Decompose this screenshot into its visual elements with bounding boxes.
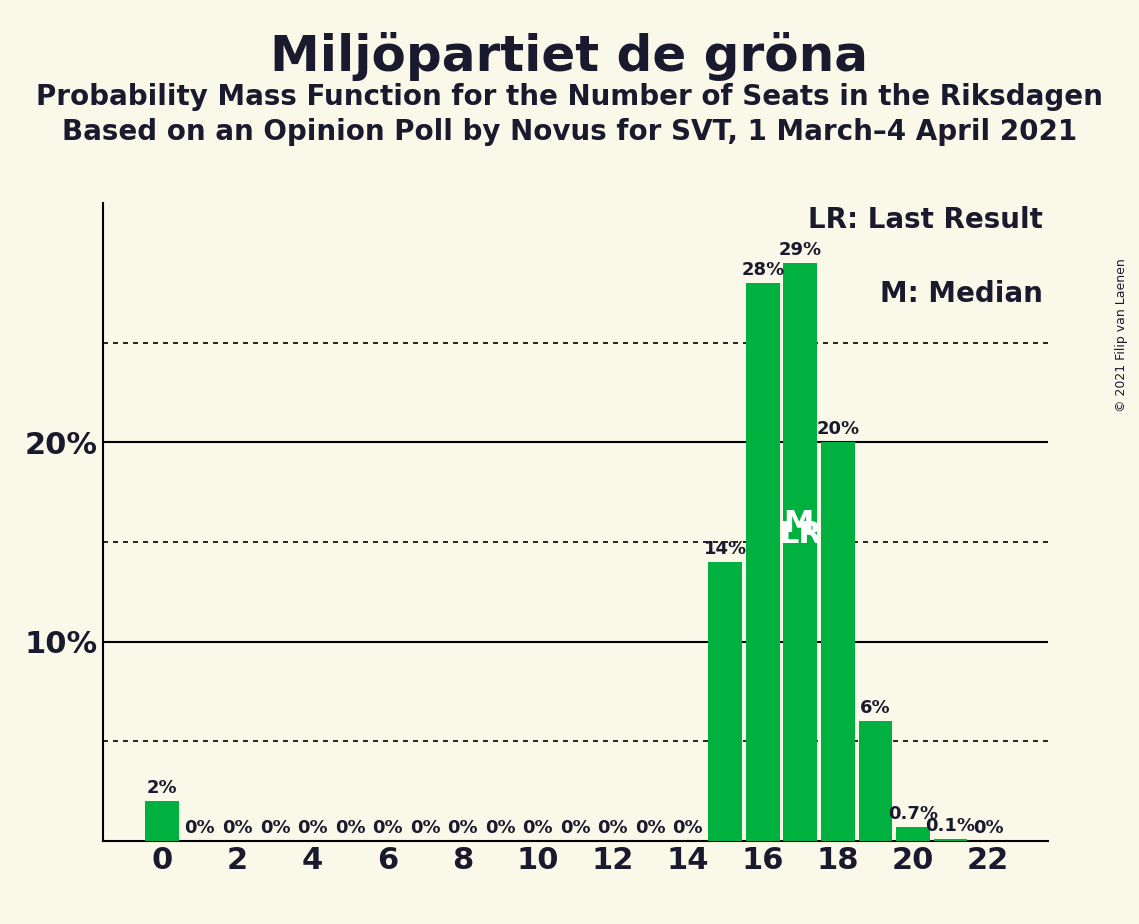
Text: 2%: 2% bbox=[147, 779, 178, 797]
Text: 0%: 0% bbox=[297, 819, 328, 837]
Bar bbox=[146, 801, 179, 841]
Bar bbox=[821, 443, 854, 841]
Text: 0%: 0% bbox=[372, 819, 403, 837]
Text: 0%: 0% bbox=[335, 819, 366, 837]
Text: © 2021 Filip van Laenen: © 2021 Filip van Laenen bbox=[1115, 259, 1129, 412]
Text: 0%: 0% bbox=[634, 819, 665, 837]
Text: 20%: 20% bbox=[817, 420, 860, 438]
Text: 29%: 29% bbox=[779, 241, 822, 259]
Text: M: M bbox=[784, 508, 814, 538]
Bar bbox=[934, 839, 967, 841]
Text: 0.7%: 0.7% bbox=[888, 805, 937, 823]
Text: 14%: 14% bbox=[704, 540, 747, 558]
Text: 0%: 0% bbox=[672, 819, 703, 837]
Text: LR: LR bbox=[780, 519, 822, 549]
Text: 0%: 0% bbox=[523, 819, 552, 837]
Bar bbox=[784, 263, 818, 841]
Text: 0%: 0% bbox=[448, 819, 478, 837]
Bar bbox=[859, 722, 892, 841]
Text: 0%: 0% bbox=[560, 819, 590, 837]
Text: 0%: 0% bbox=[485, 819, 516, 837]
Text: Miljöpartiet de gröna: Miljöpartiet de gröna bbox=[270, 32, 869, 81]
Bar bbox=[896, 827, 929, 841]
Text: 0%: 0% bbox=[598, 819, 628, 837]
Text: 6%: 6% bbox=[860, 699, 891, 717]
Text: LR: Last Result: LR: Last Result bbox=[809, 206, 1043, 235]
Text: Probability Mass Function for the Number of Seats in the Riksdagen: Probability Mass Function for the Number… bbox=[36, 83, 1103, 111]
Text: M: Median: M: Median bbox=[880, 280, 1043, 308]
Text: Based on an Opinion Poll by Novus for SVT, 1 March–4 April 2021: Based on an Opinion Poll by Novus for SV… bbox=[62, 118, 1077, 146]
Text: 0%: 0% bbox=[222, 819, 253, 837]
Bar bbox=[746, 283, 780, 841]
Text: 0%: 0% bbox=[973, 819, 1003, 837]
Text: 0.1%: 0.1% bbox=[926, 817, 975, 835]
Text: 0%: 0% bbox=[185, 819, 215, 837]
Text: 0%: 0% bbox=[410, 819, 441, 837]
Text: 28%: 28% bbox=[741, 261, 785, 279]
Bar bbox=[708, 562, 743, 841]
Text: 0%: 0% bbox=[260, 819, 290, 837]
